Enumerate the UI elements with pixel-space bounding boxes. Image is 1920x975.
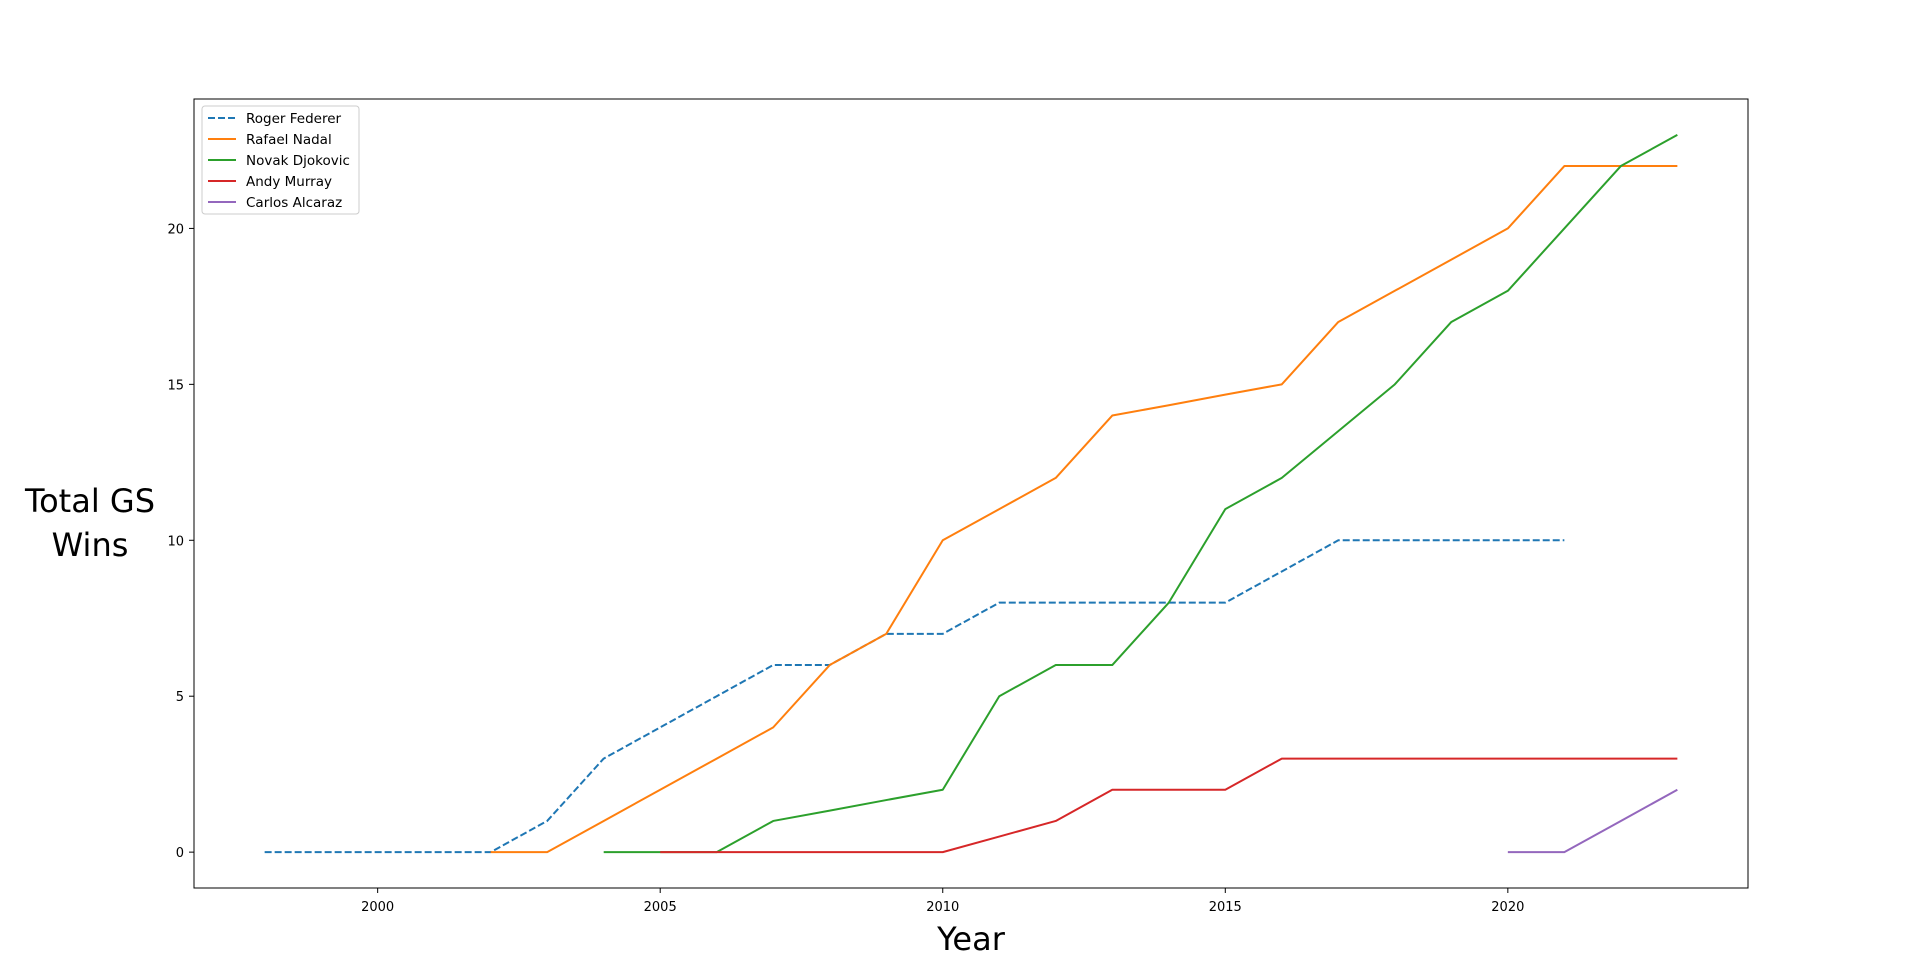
plot-frame (193, 98, 1749, 889)
series-line-roger-federer (264, 539, 1565, 854)
x-axis-title: Year (936, 920, 1006, 958)
series-line-carlos-alcaraz (1507, 788, 1678, 854)
x-tick-label: 2000 (361, 900, 394, 915)
legend-label: Carlos Alcaraz (246, 195, 342, 211)
x-tick-label: 2015 (1209, 900, 1242, 915)
x-tick-label: 2005 (644, 900, 677, 915)
y-axis: 0 5 10 15 20 (167, 222, 194, 861)
series-line-novak-djokovic (603, 133, 1678, 854)
y-tick-label: 0 (176, 846, 184, 861)
y-tick-label: 5 (176, 690, 184, 705)
legend-label: Novak Djokovic (246, 153, 350, 169)
x-axis: 2000 2005 2010 2015 2020 (361, 888, 1524, 915)
y-axis-title-line-2: Wins (52, 526, 129, 564)
series-lines (264, 133, 1678, 854)
x-tick-label: 2020 (1491, 900, 1524, 915)
x-tick-label: 2010 (926, 900, 959, 915)
series-line-rafael-nadal (490, 165, 1678, 854)
y-tick-label: 20 (167, 222, 184, 237)
y-tick-label: 15 (167, 378, 184, 393)
series-line-andy-murray (660, 757, 1678, 854)
legend-label: Andy Murray (246, 174, 332, 190)
y-tick-label: 10 (167, 534, 184, 549)
legend-label: Roger Federer (246, 111, 342, 127)
legend-box (201, 105, 360, 215)
y-axis-title-line-1: Total GS (24, 482, 155, 520)
legend-label: Rafael Nadal (246, 132, 332, 148)
legend: Roger Federer Rafael Nadal Novak Djokovic A… (201, 105, 360, 215)
